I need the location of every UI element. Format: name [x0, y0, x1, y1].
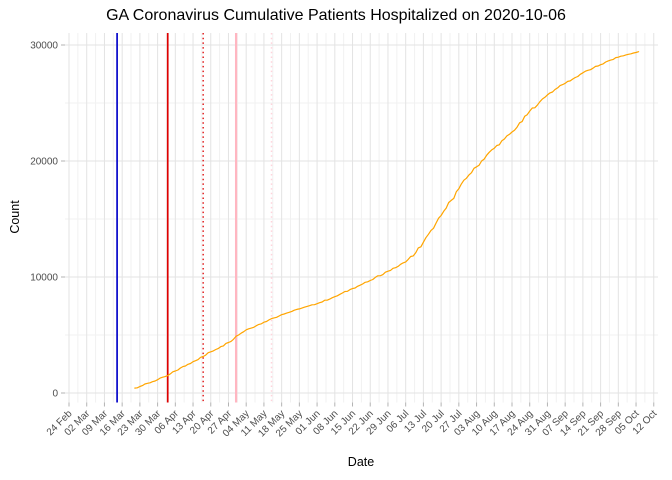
y-tick-label: 20000 [30, 157, 58, 168]
y-tick-label: 30000 [30, 41, 58, 52]
series-line-cumulative-patients-hospitalized [134, 51, 640, 389]
axis-ticks [61, 44, 655, 407]
chart-title: GA Coronavirus Cumulative Patients Hospi… [106, 7, 566, 24]
y-tick-label: 10000 [30, 273, 58, 284]
y-tick-label: 0 [52, 389, 58, 400]
grid-minor [65, 33, 658, 403]
grid-major [65, 33, 658, 403]
x-axis-title: Date [347, 455, 375, 469]
event-vlines [116, 33, 273, 403]
y-axis-title: Count [8, 200, 22, 234]
y-tick-labels: 0 10000 20000 30000 [30, 41, 58, 400]
